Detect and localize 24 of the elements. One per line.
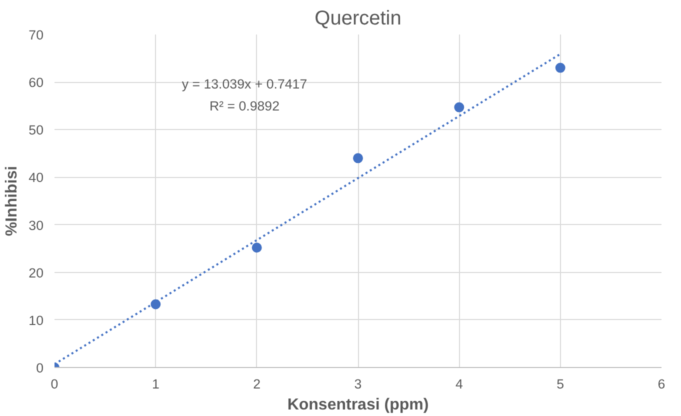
- y-tick-label: 60: [28, 75, 44, 90]
- annotation: y = 13.039x + 0.7417: [182, 76, 308, 92]
- point: [353, 153, 363, 164]
- y-axis-title: %Inhibisi: [4, 166, 21, 236]
- annotation: R² = 0.9892: [209, 98, 280, 114]
- x-tick-label: 1: [152, 376, 160, 392]
- y-tick-label: 70: [28, 28, 44, 42]
- x-tick-label: 2: [253, 376, 261, 392]
- point: [454, 102, 464, 112]
- y-tick-label: 10: [28, 312, 44, 328]
- y-tick-label: 0: [36, 360, 44, 376]
- y-tick-label: 40: [28, 170, 44, 186]
- y-tick-label: 50: [28, 122, 44, 138]
- y-tick-label: 30: [28, 218, 44, 233]
- x-tick-label: 3: [354, 376, 362, 392]
- x-tick-label: 6: [658, 376, 666, 392]
- x-axis-title: Konsentrasi (ppm): [287, 396, 429, 414]
- x-tick-label: 4: [455, 376, 464, 392]
- point: [555, 62, 566, 73]
- chart-title: Quercetin: [314, 8, 402, 30]
- point: [252, 242, 262, 253]
- x-tick-label: 0: [50, 376, 58, 392]
- x-tick-label: 5: [556, 376, 564, 392]
- y-tick-label: 20: [28, 265, 44, 280]
